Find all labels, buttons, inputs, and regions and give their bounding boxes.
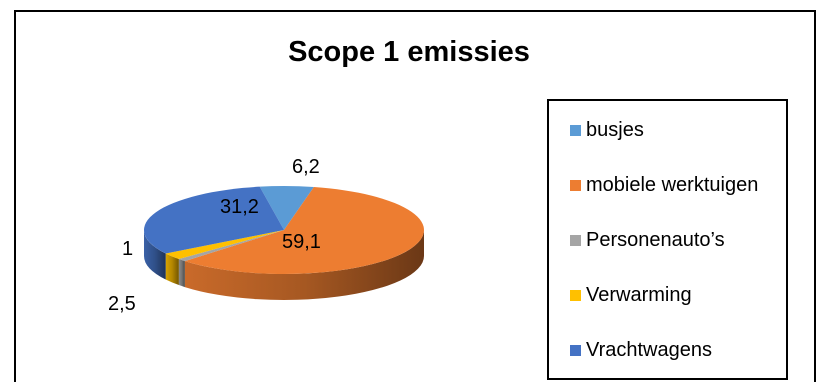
slice-mobiele-werktuigen-side <box>184 230 424 301</box>
slice-verwarming <box>165 230 284 260</box>
legend-label: mobiele werktuigen <box>586 173 759 196</box>
slice-verwarming-side <box>165 253 179 286</box>
legend-label: busjes <box>586 118 644 141</box>
legend-item-personenauto-s: Personenauto’s <box>549 225 725 255</box>
slice-mobiele-werktuigen <box>184 187 425 275</box>
data-label-busjes: 6,2 <box>292 156 320 178</box>
legend-item-busjes: busjes <box>549 115 644 145</box>
legend-swatch <box>570 124 581 136</box>
legend-swatch <box>570 234 581 246</box>
data-label-mobiele-werktuigen: 59,1 <box>282 231 321 253</box>
data-label-personenauto-s: 1 <box>122 238 133 260</box>
legend-item-mobiele-werktuigen: mobiele werktuigen <box>549 170 758 200</box>
legend-item-verwarming: Verwarming <box>549 280 692 310</box>
chart-frame <box>14 10 816 382</box>
slice-personenauto-s <box>178 230 284 262</box>
slice-vrachtwagens-side <box>144 230 166 280</box>
chart-title: Scope 1 emissies <box>288 36 530 68</box>
legend-swatch <box>570 289 581 301</box>
data-label-vrachtwagens: 31,2 <box>220 196 259 218</box>
legend-swatch <box>570 179 581 191</box>
slice-vrachtwagens <box>143 186 284 254</box>
legend-label: Verwarming <box>586 283 692 306</box>
legend-label: Vrachtwagens <box>586 338 712 361</box>
legend: busjes mobiele werktuigen Personenauto’s Ve… <box>547 99 788 380</box>
data-label-verwarming: 2,5 <box>108 293 136 315</box>
legend-label: Personenauto’s <box>586 228 725 251</box>
slice-busjes <box>259 186 314 230</box>
slice-personenauto-s-side <box>178 259 185 288</box>
legend-item-vrachtwagens: Vrachtwagens <box>549 335 712 365</box>
legend-swatch <box>570 344 581 356</box>
